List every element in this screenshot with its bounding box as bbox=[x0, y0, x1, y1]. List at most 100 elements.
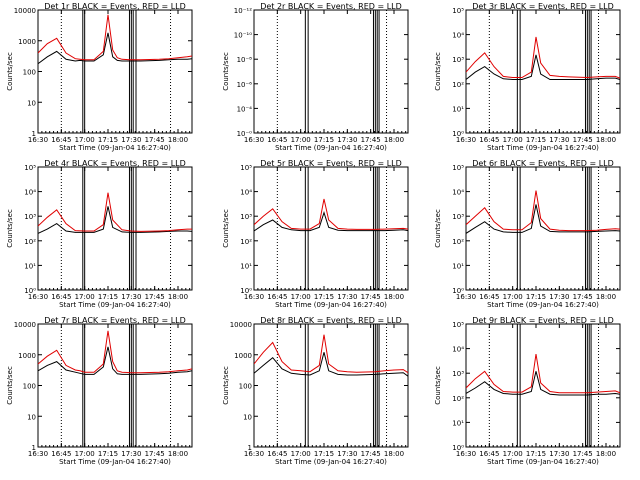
y-tick-label: 10⁻⁴ bbox=[237, 105, 253, 113]
x-tick-label: 16:45 bbox=[267, 136, 287, 144]
x-tick-label: 17:30 bbox=[549, 136, 569, 144]
y-tick-label: 10 bbox=[27, 99, 36, 107]
y-tick-label: 10⁴ bbox=[240, 189, 252, 197]
x-tick-label: 16:45 bbox=[479, 293, 499, 301]
plot-area bbox=[466, 167, 620, 290]
lld-series-line bbox=[38, 330, 192, 374]
y-tick-label: 10000 bbox=[14, 321, 36, 329]
y-tick-label: 10⁵ bbox=[452, 7, 464, 15]
plot-area bbox=[254, 324, 408, 447]
x-tick-label: 17:45 bbox=[361, 293, 381, 301]
y-tick-label: 1 bbox=[32, 130, 36, 138]
y-axis-label: Counts/sec bbox=[6, 366, 14, 405]
x-tick-label: 17:15 bbox=[526, 136, 546, 144]
x-tick-label: 17:00 bbox=[291, 136, 311, 144]
chart-panel-3: Det 3r BLACK = Events, RED = LLD 16:30 16:… bbox=[434, 2, 621, 152]
y-tick-label: 10⁻¹⁰ bbox=[234, 32, 252, 40]
x-tick-label: 16:30 bbox=[456, 450, 476, 458]
events-series-line bbox=[254, 210, 408, 232]
y-tick-label: 100 bbox=[23, 69, 36, 77]
plot-frame bbox=[37, 166, 193, 291]
y-tick-label: 10² bbox=[452, 238, 464, 246]
y-tick-label: 10¹ bbox=[452, 419, 464, 427]
y-tick-label: 10⁰ bbox=[452, 287, 464, 295]
x-axis-label: Start Time (09-Jan-04 16:27:40) bbox=[59, 301, 171, 309]
x-axis-label: Start Time (09-Jan-04 16:27:40) bbox=[275, 458, 387, 466]
y-tick-label: 10⁰ bbox=[452, 130, 464, 138]
y-axis-label: Counts/sec bbox=[222, 366, 230, 405]
y-tick-label: 10³ bbox=[452, 370, 464, 378]
chart-panel-7: Det 7r BLACK = Events, RED = LLD 16:30 16:… bbox=[6, 316, 193, 466]
x-tick-label: 16:45 bbox=[479, 136, 499, 144]
x-tick-label: 18:00 bbox=[168, 293, 188, 301]
y-tick-label: 1000 bbox=[18, 352, 36, 360]
y-tick-label: 10¹ bbox=[452, 105, 464, 113]
x-tick-label: 17:30 bbox=[337, 450, 357, 458]
chart-panel-8: Det 8r BLACK = Events, RED = LLD 16:30 16:… bbox=[222, 316, 409, 466]
chart-title: Det 6r BLACK = Events, RED = LLD bbox=[472, 159, 614, 168]
x-tick-label: 16:45 bbox=[479, 450, 499, 458]
y-tick-label: 10000 bbox=[230, 321, 252, 329]
plot-area bbox=[38, 324, 192, 447]
x-tick-label: 17:15 bbox=[526, 450, 546, 458]
y-tick-label: 10⁴ bbox=[452, 32, 464, 40]
plot-area bbox=[276, 10, 388, 133]
y-axis-label: Counts/sec bbox=[222, 209, 230, 248]
x-tick-label: 17:30 bbox=[121, 136, 141, 144]
y-tick-label: 10⁴ bbox=[24, 189, 36, 197]
x-tick-label: 16:45 bbox=[51, 450, 71, 458]
x-tick-label: 17:45 bbox=[145, 450, 165, 458]
x-axis-label: Start Time (09-Jan-04 16:27:40) bbox=[275, 144, 387, 152]
x-tick-label: 17:45 bbox=[573, 136, 593, 144]
y-tick-label: 10 bbox=[243, 413, 252, 421]
chart-title: Det 5r BLACK = Events, RED = LLD bbox=[260, 159, 402, 168]
chart-title: Det 2r BLACK = Events, RED = LLD bbox=[260, 2, 402, 11]
events-series-line bbox=[38, 32, 192, 65]
chart-panel-6: Det 6r BLACK = Events, RED = LLD 16:30 16:… bbox=[434, 159, 621, 309]
chart-title: Det 4r BLACK = Events, RED = LLD bbox=[44, 159, 186, 168]
x-tick-label: 17:00 bbox=[503, 293, 523, 301]
y-axis-label: Counts/sec bbox=[222, 52, 230, 91]
x-tick-label: 17:45 bbox=[145, 293, 165, 301]
y-tick-label: 10000 bbox=[14, 7, 36, 15]
lld-series-line bbox=[254, 198, 408, 230]
y-tick-label: 10³ bbox=[240, 213, 252, 221]
y-tick-label: 10³ bbox=[452, 213, 464, 221]
x-tick-label: 18:00 bbox=[384, 136, 404, 144]
y-tick-label: 10⁵ bbox=[240, 164, 252, 172]
x-tick-label: 18:00 bbox=[168, 136, 188, 144]
chart-panel-1: Det 1r BLACK = Events, RED = LLD 16:30 16:… bbox=[6, 2, 193, 152]
y-axis-label: Counts/sec bbox=[6, 209, 14, 248]
plot-frame bbox=[465, 323, 621, 448]
y-tick-label: 100 bbox=[23, 383, 36, 391]
x-tick-label: 16:45 bbox=[51, 136, 71, 144]
y-axis-label: Counts/sec bbox=[434, 52, 442, 91]
x-tick-label: 18:00 bbox=[596, 450, 616, 458]
plot-frame bbox=[465, 166, 621, 291]
lld-series-line bbox=[466, 354, 620, 394]
y-tick-label: 1 bbox=[248, 444, 252, 452]
y-tick-label: 10³ bbox=[24, 213, 36, 221]
plot-frame bbox=[253, 166, 409, 291]
y-tick-label: 10⁻⁰ bbox=[237, 130, 253, 138]
y-tick-label: 10⁰ bbox=[24, 287, 36, 295]
x-tick-label: 17:30 bbox=[549, 293, 569, 301]
lld-series-line bbox=[38, 14, 192, 61]
lld-series-line bbox=[254, 334, 408, 374]
events-series-line bbox=[466, 54, 620, 80]
lld-series-line bbox=[38, 192, 192, 232]
x-tick-label: 16:45 bbox=[267, 293, 287, 301]
y-tick-label: 10⁰ bbox=[452, 444, 464, 452]
x-tick-label: 17:15 bbox=[98, 450, 118, 458]
x-tick-label: 17:00 bbox=[291, 450, 311, 458]
x-tick-label: 16:45 bbox=[267, 450, 287, 458]
x-tick-label: 17:45 bbox=[361, 136, 381, 144]
chart-title: Det 1r BLACK = Events, RED = LLD bbox=[44, 2, 186, 11]
x-axis-label: Start Time (09-Jan-04 16:27:40) bbox=[487, 301, 599, 309]
x-tick-label: 16:45 bbox=[51, 293, 71, 301]
x-tick-label: 16:30 bbox=[28, 450, 48, 458]
x-axis-label: Start Time (09-Jan-04 16:27:40) bbox=[59, 144, 171, 152]
y-tick-label: 1000 bbox=[18, 38, 36, 46]
x-axis-label: Start Time (09-Jan-04 16:27:40) bbox=[59, 458, 171, 466]
